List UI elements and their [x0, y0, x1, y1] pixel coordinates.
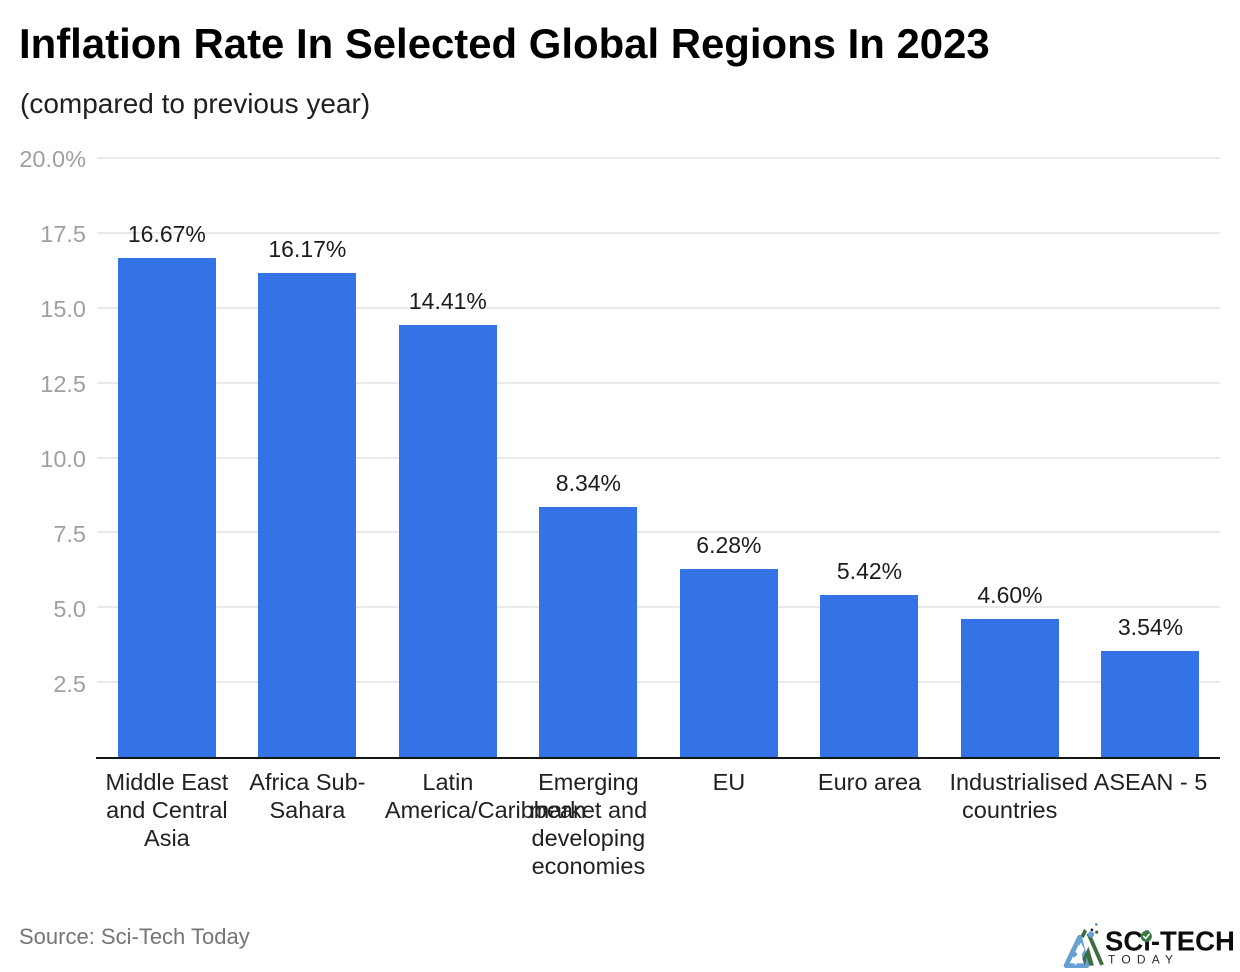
- svg-text:SCi-TECH: SCi-TECH: [1105, 926, 1235, 957]
- svg-text:TODAY: TODAY: [1108, 953, 1179, 967]
